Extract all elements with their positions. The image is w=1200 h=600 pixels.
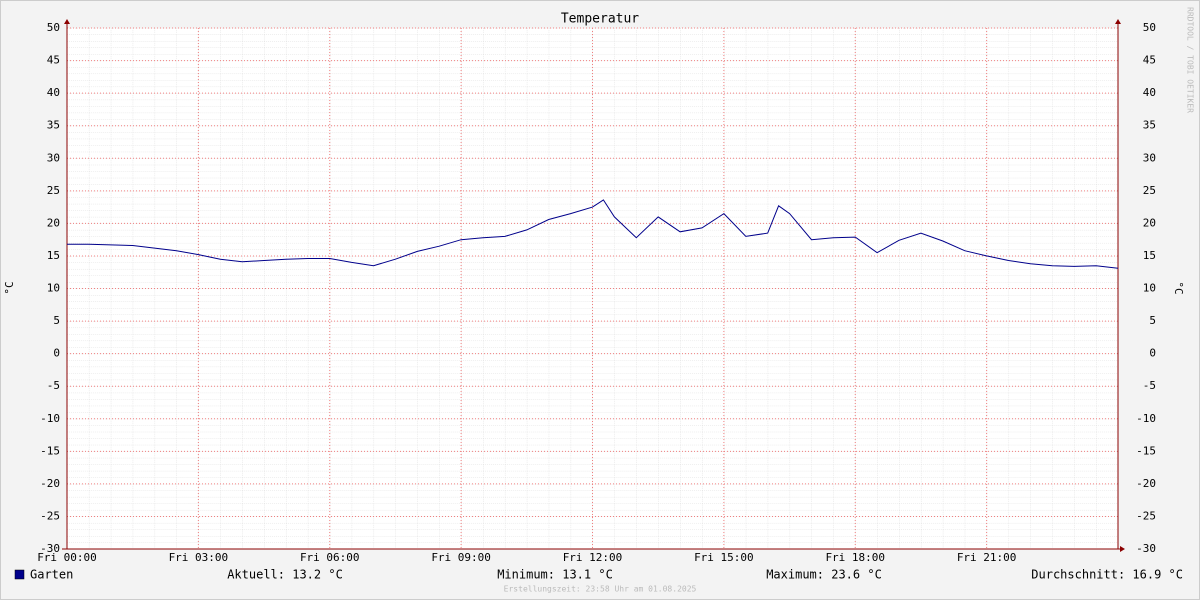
stat-average: Durchschnitt: 16.9 °C (1031, 568, 1183, 582)
series-line (67, 199, 1119, 269)
y-tick-label: -20 (40, 477, 60, 490)
y2-tick-label: -25 (1136, 509, 1156, 522)
y2-tick-label: -10 (1136, 412, 1156, 425)
y-tick-label: 15 (47, 249, 60, 262)
y2-tick-label: -30 (1136, 542, 1156, 555)
axis-arrow (1120, 546, 1125, 552)
legend-swatch (14, 569, 25, 580)
legend-label: Garten (30, 568, 73, 582)
y2-tick-label: 5 (1149, 314, 1156, 327)
y-tick-label: -5 (47, 379, 60, 392)
y2-tick-label: 45 (1143, 54, 1156, 67)
y-tick-label: 20 (47, 216, 60, 229)
y2-tick-label: 0 (1149, 347, 1156, 360)
y-tick-label: 40 (47, 86, 60, 99)
y2-tick-label: 20 (1143, 216, 1156, 229)
y2-tick-label: 15 (1143, 249, 1156, 262)
y2-tick-label: 50 (1143, 21, 1156, 34)
y2-axis-label: °C (1172, 281, 1185, 294)
y-tick-label: 35 (47, 119, 60, 132)
y2-tick-label: 10 (1143, 282, 1156, 295)
y2-tick-label: 35 (1143, 119, 1156, 132)
y2-tick-label: 40 (1143, 86, 1156, 99)
y2-tick-label: -5 (1143, 379, 1156, 392)
y2-tick-label: -15 (1136, 444, 1156, 457)
x-tick-label: Fri 21:00 (957, 551, 1017, 564)
x-tick-label: Fri 00:00 (37, 551, 97, 564)
y-tick-label: 50 (47, 21, 60, 34)
y-tick-label: -25 (40, 509, 60, 522)
y-tick-label: -10 (40, 412, 60, 425)
x-tick-label: Fri 15:00 (694, 551, 754, 564)
stat-current: Aktuell: 13.2 °C (227, 568, 343, 582)
footer: Erstellungszeit: 23:58 Uhr am 01.08.2025 (504, 585, 697, 594)
y-tick-label: -30 (40, 542, 60, 555)
stat-max: Maximum: 23.6 °C (766, 568, 882, 582)
y2-tick-label: 30 (1143, 151, 1156, 164)
x-tick-label: Fri 12:00 (563, 551, 623, 564)
y2-tick-label: 25 (1143, 184, 1156, 197)
y-tick-label: -15 (40, 444, 60, 457)
y-tick-label: 25 (47, 184, 60, 197)
axis-arrow (64, 19, 70, 24)
x-tick-label: Fri 06:00 (300, 551, 360, 564)
y-tick-label: 45 (47, 54, 60, 67)
chart-title: Temperatur (561, 12, 639, 27)
y-tick-label: 5 (53, 314, 60, 327)
watermark: RRDTOOL / TOBI OETIKER (1186, 7, 1195, 113)
x-tick-label: Fri 18:00 (825, 551, 885, 564)
x-tick-label: Fri 03:00 (169, 551, 229, 564)
y-tick-label: 0 (53, 347, 60, 360)
axis-arrow (1115, 19, 1121, 24)
y-axis-label: °C (3, 281, 16, 294)
y-tick-label: 30 (47, 151, 60, 164)
y2-tick-label: -20 (1136, 477, 1156, 490)
x-tick-label: Fri 09:00 (431, 551, 491, 564)
y-tick-label: 10 (47, 282, 60, 295)
stat-min: Minimum: 13.1 °C (497, 568, 613, 582)
